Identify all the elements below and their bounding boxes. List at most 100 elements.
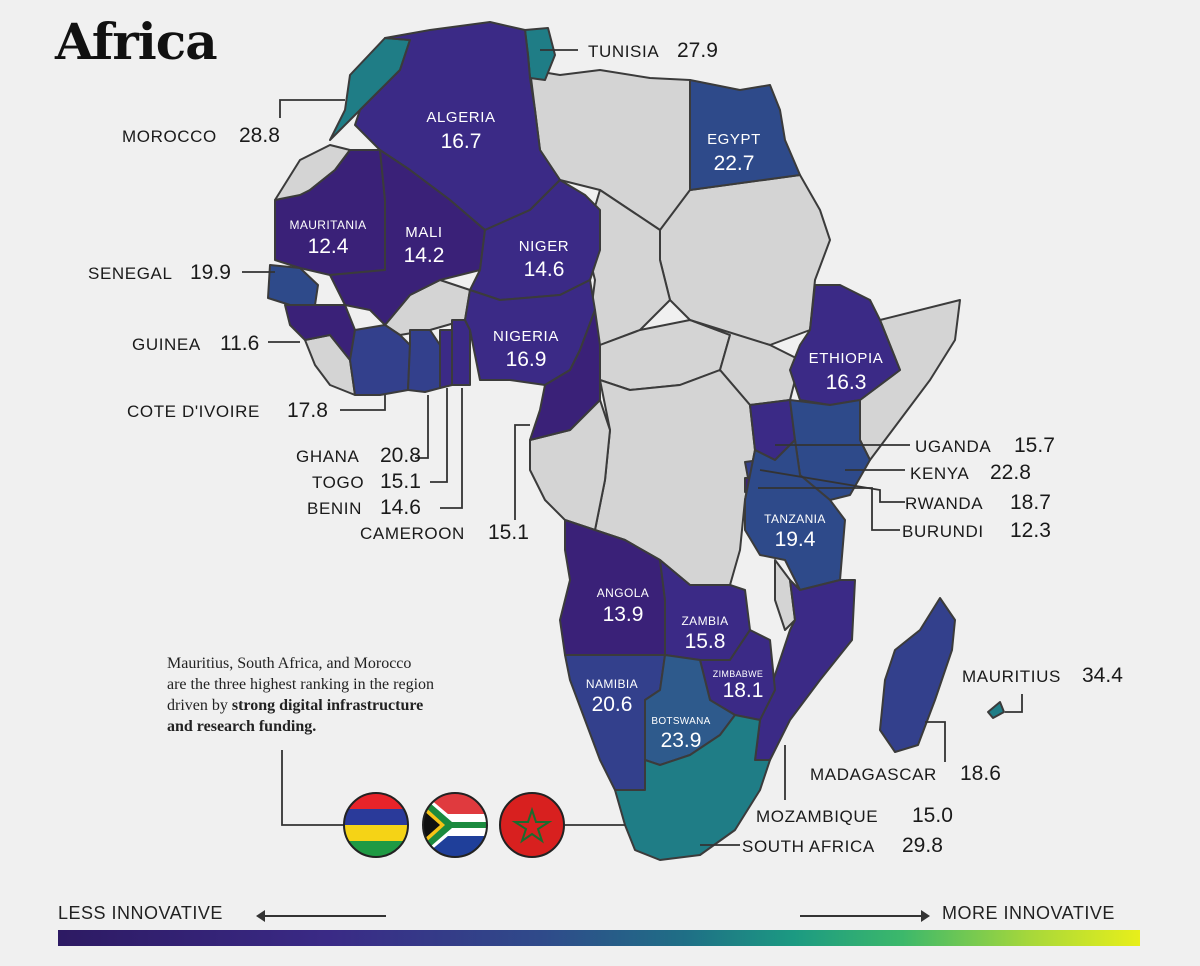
algeria-name: ALGERIA: [426, 109, 495, 126]
nigeria-value: 16.9: [506, 348, 547, 371]
mali-value: 14.2: [404, 244, 445, 267]
zambia-name: ZAMBIA: [681, 614, 728, 628]
mozambique-name: MOZAMBIQUE: [756, 807, 878, 826]
note-line-3-plain: driven by: [167, 697, 232, 714]
burundi-leader: [758, 487, 900, 531]
cameroon-value: 15.1: [488, 521, 529, 544]
angola-value: 13.9: [603, 603, 644, 626]
zimbabwe-value: 18.1: [723, 679, 764, 702]
morocco-name: MOROCCO: [122, 127, 217, 146]
arrow-left-icon: [256, 910, 386, 922]
togo-value: 15.1: [380, 470, 421, 493]
morocco-value: 28.8: [239, 124, 280, 147]
guinea-name: GUINEA: [132, 335, 201, 354]
note-line-1: Mauritius, South Africa, and Morocco: [167, 655, 412, 672]
note-line-2: are the three highest ranking in the reg…: [167, 676, 435, 693]
egypt-value: 22.7: [714, 152, 755, 175]
togo-shape: [439, 329, 453, 389]
south-africa-value: 29.8: [902, 834, 943, 857]
note-line-3: driven by strong digital infrastructure: [167, 695, 527, 716]
madagascar-leader: [925, 721, 946, 762]
cote-divoire-leader: [340, 395, 386, 411]
no-data-countries: [274, 69, 961, 631]
note-leader: [281, 750, 345, 826]
mauritius-shape: [987, 701, 1005, 719]
cameroon-leader: [514, 424, 530, 520]
south-africa-shape: [614, 714, 771, 861]
botswana-value: 23.9: [661, 729, 702, 752]
zimbabwe-name: ZIMBABWE: [713, 669, 763, 679]
tanzania-value: 19.4: [775, 528, 816, 551]
legend-less-label: LESS INNOVATIVE: [58, 903, 223, 923]
map-title: Africa: [55, 12, 218, 71]
highlight-note: Mauritius, South Africa, and Morocco are…: [167, 653, 527, 737]
ghana-shape: [407, 329, 441, 393]
madagascar-shape: [879, 597, 956, 753]
rwanda-name: RWANDA: [905, 494, 983, 513]
cote-divoire-value: 17.8: [287, 399, 328, 422]
niger-shape: [469, 179, 601, 301]
senegal-value: 19.9: [190, 261, 231, 284]
rated-countries: [267, 21, 1005, 861]
ghana-name: GHANA: [296, 447, 360, 466]
ethiopia-value: 16.3: [826, 371, 867, 394]
mauritius-leader: [1005, 694, 1023, 713]
south-africa-flag: [422, 792, 488, 858]
south-africa-name: SOUTH AFRICA: [742, 837, 875, 856]
flags-row: [343, 792, 565, 858]
rwanda-leader: [759, 469, 905, 503]
egypt-shape: [689, 79, 801, 191]
mauritius-flag: [343, 792, 409, 858]
niger-value: 14.6: [524, 258, 565, 281]
madagascar-value: 18.6: [960, 762, 1001, 785]
zambia-value: 15.8: [685, 630, 726, 653]
cameroon-shape: [529, 309, 601, 441]
note-line-4-bold: and research funding.: [167, 718, 317, 735]
sudan-region: [659, 174, 831, 346]
morocco-leader: [279, 99, 345, 118]
namibia-value: 20.6: [592, 693, 633, 716]
angola-name: ANGOLA: [597, 586, 649, 600]
outside-labels: TUNISIA 27.9 MOROCCO 28.8 SENEGAL 19.9 G…: [88, 39, 1123, 857]
benin-shape: [451, 319, 471, 386]
note-line-4: and research funding.: [167, 716, 527, 737]
ethiopia-name: ETHIOPIA: [809, 350, 884, 367]
nigeria-name: NIGERIA: [493, 328, 559, 345]
rwanda-value: 18.7: [1010, 491, 1051, 514]
senegal-name: SENEGAL: [88, 264, 173, 283]
uganda-name: UGANDA: [915, 437, 991, 456]
niger-name: NIGER: [519, 238, 570, 255]
tunisia-name: TUNISIA: [588, 42, 659, 61]
burundi-value: 12.3: [1010, 519, 1051, 542]
mozambique-value: 15.0: [912, 804, 953, 827]
cote-divoire-shape: [349, 324, 411, 396]
benin-value: 14.6: [380, 496, 421, 519]
kenya-value: 22.8: [990, 461, 1031, 484]
mauritius-name: MAURITIUS: [962, 667, 1061, 686]
mali-name: MALI: [405, 224, 442, 241]
arrow-right-icon: [800, 910, 930, 922]
guinea-value: 11.6: [220, 332, 259, 355]
ghana-value: 20.8: [380, 444, 421, 467]
botswana-name: BOTSWANA: [651, 716, 710, 727]
benin-leader: [440, 388, 463, 509]
mauritius-value: 34.4: [1082, 664, 1123, 687]
namibia-name: NAMIBIA: [586, 677, 638, 691]
morocco-flag: [499, 792, 565, 858]
legend-more-label: MORE INNOVATIVE: [942, 903, 1115, 923]
malawi-region: [774, 559, 796, 631]
color-scale-bar: [58, 930, 1140, 946]
burundi-name: BURUNDI: [902, 522, 984, 541]
uganda-value: 15.7: [1014, 434, 1055, 457]
togo-leader: [430, 388, 448, 483]
togo-name: TOGO: [312, 473, 364, 492]
leader-lines: [242, 49, 1023, 846]
madagascar-name: MADAGASCAR: [810, 765, 937, 784]
kenya-name: KENYA: [910, 464, 969, 483]
inside-labels: ALGERIA 16.7 EGYPT 22.7 MAURITANIA 12.4 …: [289, 109, 884, 752]
tanzania-name: TANZANIA: [764, 512, 826, 526]
note-line-3-bold: strong digital infrastructure: [231, 697, 424, 714]
ghana-leader: [415, 395, 429, 459]
